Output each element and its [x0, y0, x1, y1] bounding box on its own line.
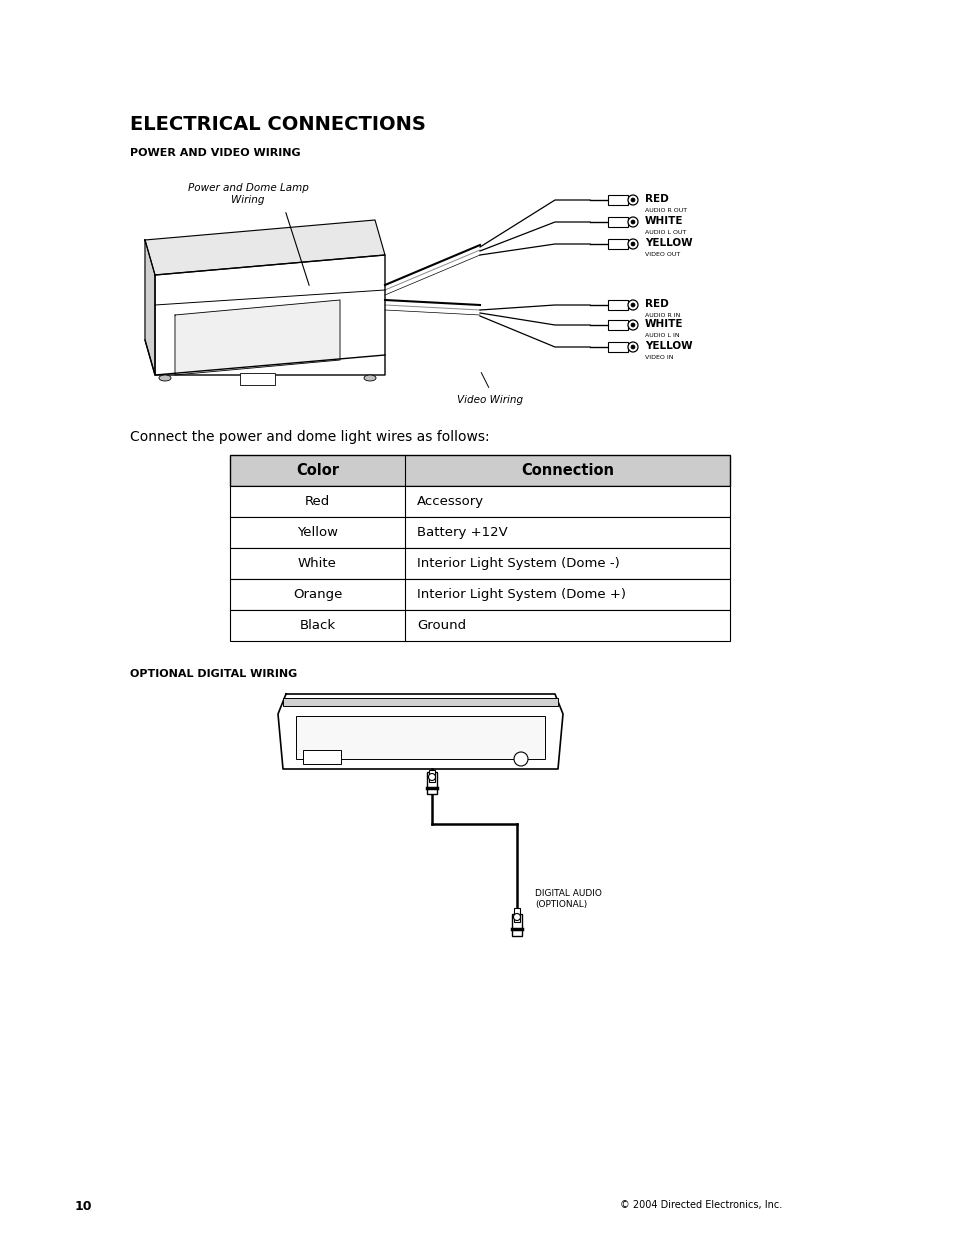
- Text: RED: RED: [644, 299, 668, 309]
- Text: YELLOW: YELLOW: [644, 238, 692, 248]
- Circle shape: [428, 773, 435, 781]
- Bar: [427, 772, 436, 794]
- Bar: [283, 698, 558, 706]
- Bar: [512, 914, 521, 936]
- Circle shape: [514, 752, 527, 766]
- Ellipse shape: [364, 375, 375, 382]
- Bar: [607, 240, 627, 249]
- Bar: [230, 517, 729, 548]
- Circle shape: [627, 195, 638, 205]
- Bar: [230, 610, 729, 641]
- Bar: [607, 320, 627, 330]
- Text: POWER AND VIDEO WIRING: POWER AND VIDEO WIRING: [130, 148, 300, 158]
- Circle shape: [630, 198, 635, 203]
- Bar: [607, 195, 627, 205]
- Ellipse shape: [159, 375, 171, 382]
- Text: AUDIO R IN: AUDIO R IN: [644, 312, 679, 317]
- Polygon shape: [174, 300, 339, 375]
- Text: AUDIO L IN: AUDIO L IN: [644, 333, 679, 338]
- Bar: [429, 769, 435, 782]
- Text: YELLOW: YELLOW: [644, 341, 692, 351]
- Text: ELECTRICAL CONNECTIONS: ELECTRICAL CONNECTIONS: [130, 115, 425, 135]
- Text: WHITE: WHITE: [644, 319, 682, 329]
- Circle shape: [627, 300, 638, 310]
- Text: Ground: Ground: [416, 619, 466, 632]
- Text: Yellow: Yellow: [296, 526, 337, 538]
- Circle shape: [627, 217, 638, 227]
- Text: OPTIONAL DIGITAL WIRING: OPTIONAL DIGITAL WIRING: [130, 669, 297, 679]
- Text: WHITE: WHITE: [644, 216, 682, 226]
- Polygon shape: [145, 240, 154, 375]
- Circle shape: [630, 345, 635, 350]
- Bar: [230, 454, 729, 487]
- Text: Interior Light System (Dome +): Interior Light System (Dome +): [416, 588, 625, 601]
- Bar: [607, 342, 627, 352]
- Text: Accessory: Accessory: [416, 495, 483, 508]
- Text: Connection: Connection: [520, 463, 614, 478]
- Text: Interior Light System (Dome -): Interior Light System (Dome -): [416, 557, 619, 571]
- Polygon shape: [154, 254, 385, 375]
- Circle shape: [627, 342, 638, 352]
- Text: White: White: [297, 557, 336, 571]
- Text: VIDEO OUT: VIDEO OUT: [644, 252, 679, 257]
- Bar: [230, 579, 729, 610]
- Circle shape: [513, 914, 520, 920]
- Circle shape: [630, 220, 635, 224]
- Text: Black: Black: [299, 619, 335, 632]
- Polygon shape: [145, 220, 385, 275]
- Text: DIGITAL AUDIO
(OPTIONAL): DIGITAL AUDIO (OPTIONAL): [535, 889, 601, 909]
- Circle shape: [630, 303, 635, 308]
- Text: Connect the power and dome light wires as follows:: Connect the power and dome light wires a…: [130, 430, 489, 445]
- Text: Red: Red: [305, 495, 330, 508]
- Circle shape: [627, 320, 638, 330]
- Bar: [607, 300, 627, 310]
- Text: Orange: Orange: [293, 588, 342, 601]
- Text: AUDIO R OUT: AUDIO R OUT: [644, 207, 686, 212]
- Text: 10: 10: [75, 1200, 92, 1213]
- Bar: [607, 217, 627, 227]
- Text: VIDEO IN: VIDEO IN: [644, 354, 673, 359]
- Bar: [295, 716, 544, 760]
- Text: Color: Color: [295, 463, 338, 478]
- Text: © 2004 Directed Electronics, Inc.: © 2004 Directed Electronics, Inc.: [619, 1200, 781, 1210]
- Text: RED: RED: [644, 194, 668, 204]
- Bar: [240, 373, 274, 385]
- Bar: [514, 908, 519, 923]
- Circle shape: [630, 324, 635, 327]
- Text: Video Wiring: Video Wiring: [456, 395, 522, 405]
- Text: AUDIO L OUT: AUDIO L OUT: [644, 230, 685, 235]
- Bar: [230, 487, 729, 517]
- Text: Power and Dome Lamp
Wiring: Power and Dome Lamp Wiring: [188, 183, 308, 205]
- Circle shape: [630, 242, 635, 246]
- Circle shape: [627, 240, 638, 249]
- Bar: [230, 548, 729, 579]
- Text: Battery +12V: Battery +12V: [416, 526, 507, 538]
- Polygon shape: [277, 694, 562, 769]
- Bar: [303, 750, 340, 764]
